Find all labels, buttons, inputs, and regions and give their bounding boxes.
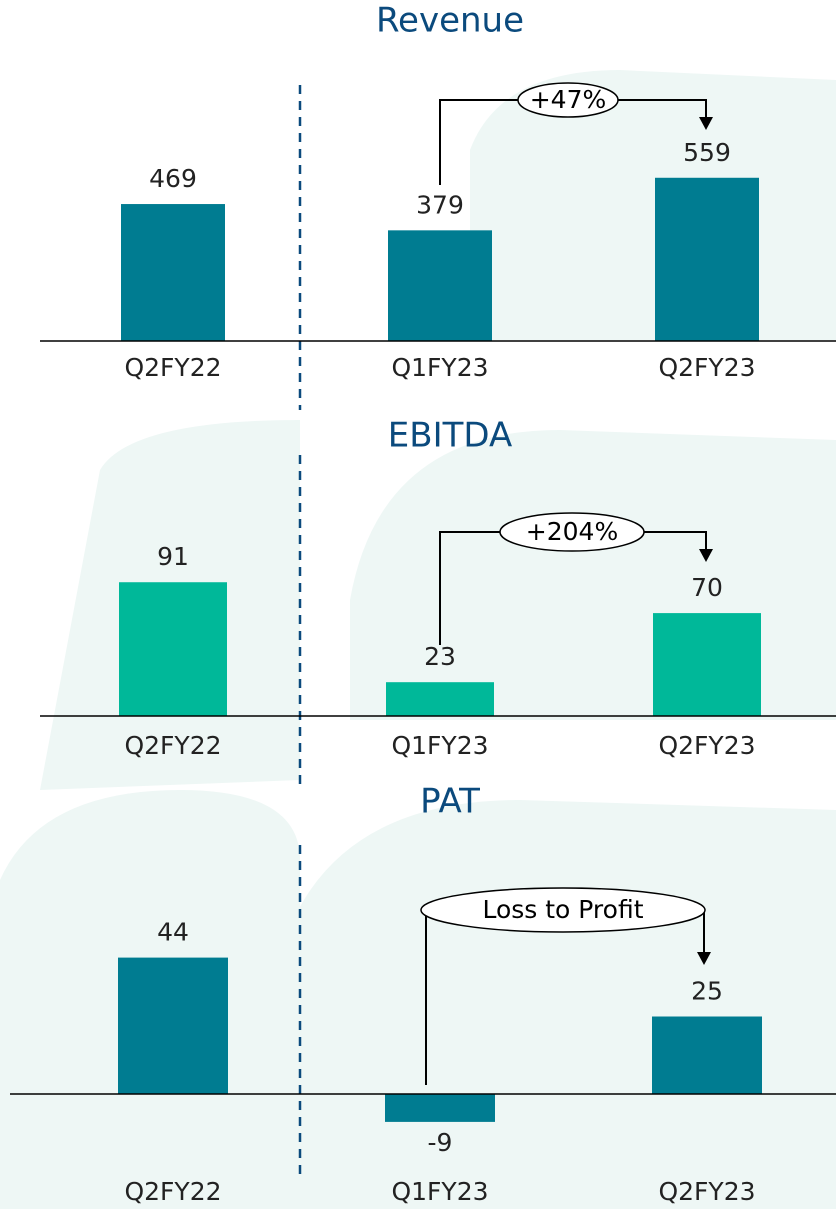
chart-title: Revenue [376, 1, 524, 41]
annotation: +204% [526, 517, 618, 546]
value-label: 23 [424, 642, 456, 671]
annotation-arrow [699, 549, 713, 562]
value-label: 25 [691, 977, 723, 1006]
annotation: Loss to Profit [482, 895, 643, 924]
bar [655, 177, 759, 341]
x-tick-label: Q1FY23 [391, 1177, 488, 1206]
bar [653, 613, 761, 716]
annotation-bubble [420, 887, 706, 933]
chart-title: PAT [420, 782, 480, 822]
value-label: 44 [157, 918, 189, 947]
value-label: 379 [416, 190, 464, 219]
x-tick-label: Q2FY23 [658, 353, 755, 382]
value-label: 70 [691, 573, 723, 602]
x-tick-label: Q2FY22 [124, 353, 221, 382]
x-tick-label: Q2FY22 [124, 731, 221, 760]
x-tick-label: Q2FY23 [658, 731, 755, 760]
bar [385, 1094, 495, 1122]
chart-title: EBITDA [388, 416, 512, 456]
x-tick-label: Q2FY23 [658, 1177, 755, 1206]
bar [388, 230, 492, 341]
bar [118, 957, 228, 1094]
annotation-arrow [697, 952, 711, 965]
x-tick-label: Q1FY23 [391, 731, 488, 760]
value-label: 469 [149, 164, 197, 193]
annotation: +47% [530, 85, 607, 114]
bar [121, 204, 225, 341]
bar [652, 1016, 762, 1094]
annotation-bubble [499, 512, 645, 552]
annotation-bubble [517, 82, 619, 118]
value-label: 91 [157, 542, 189, 571]
bar [119, 582, 227, 716]
x-tick-label: Q1FY23 [391, 353, 488, 382]
bar [386, 682, 494, 716]
x-tick-label: Q2FY22 [124, 1177, 221, 1206]
annotation-arrow [699, 117, 713, 130]
value-label: 559 [683, 138, 731, 167]
value-label: -9 [428, 1128, 453, 1157]
